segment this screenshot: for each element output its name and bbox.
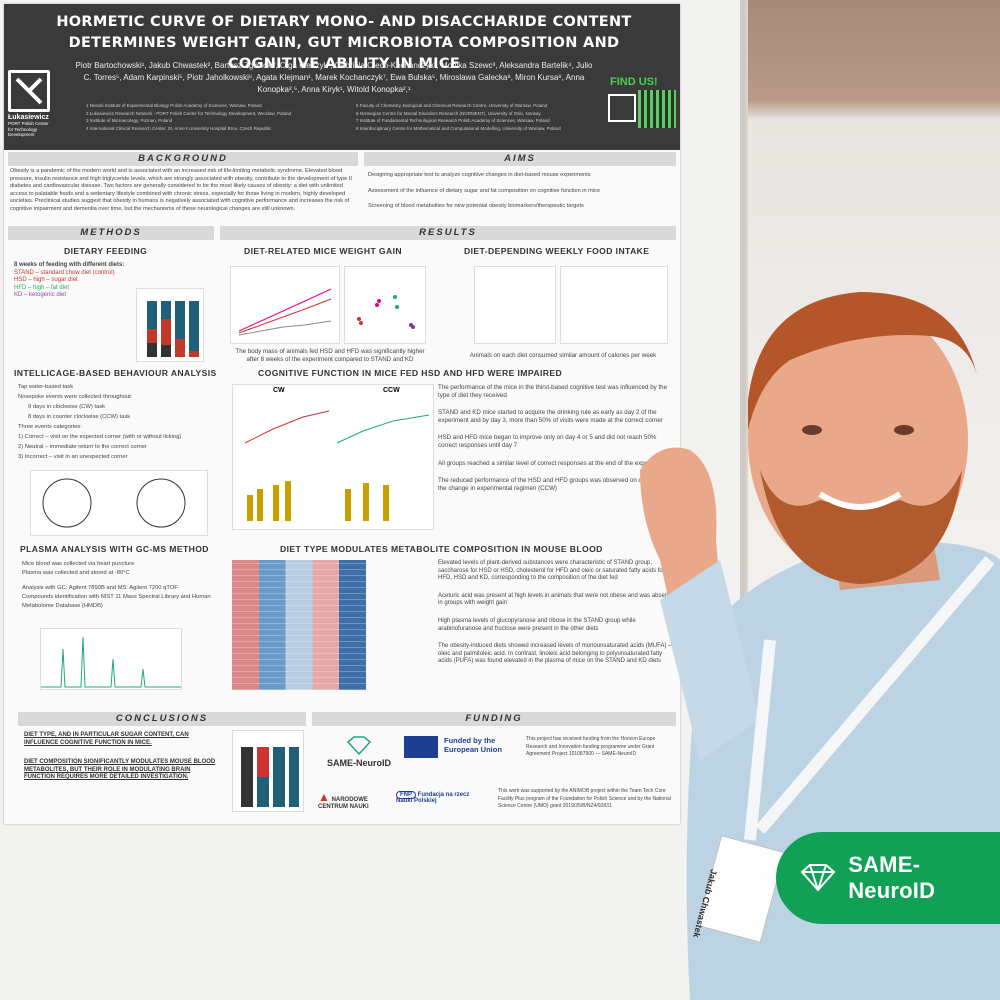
weight-gain-title: DIET-RELATED MICE WEIGHT GAIN [244,246,403,256]
background-header: BACKGROUND [8,152,358,166]
same-neuroid-logo: SAME-NeuroID [320,736,398,768]
poster-title: Hormetic curve of dietary mono- and disa… [56,14,632,72]
poster-board: Hormetic curve of dietary mono- and disa… [0,0,746,1000]
same-neuroid-overlay-badge: SAME-NeuroID [776,832,1000,924]
eu-flag-icon [404,736,438,758]
funding-header: FUNDING [312,712,676,726]
cognitive-title: COGNITIVE FUNCTION IN MICE FED HSD AND H… [258,368,563,378]
fnp-logo: FNP Fundacja na rzecz Nauki Polskiej [396,791,470,804]
eu-funding-text: This project has received funding from t… [526,736,656,758]
metabolite-heatmap [232,560,366,690]
diet-list: 8 weeks of feeding with different diets:… [14,262,125,299]
find-us-label: FIND US! [610,76,658,88]
intellicage-list: Tap water-based task Nosepoke events wer… [18,384,182,460]
weight-line-chart [230,266,340,344]
food-intake-title: DIET-DEPENDING WEEKLY FOOD INTAKE [464,246,650,256]
ncn-mark-icon: ▲ [318,790,330,804]
intake-dot-chart [474,266,556,344]
aims-list: Designing appropriate test to analyze co… [368,172,600,210]
cognitive-points: The performance of the mice in the thirs… [438,384,668,492]
fnp-funding-text: This work was supported by the ANIMOB pr… [498,788,671,810]
chromatogram [40,628,182,690]
metabolite-title: DIET TYPE MODULATES METABOLITE COMPOSITI… [280,544,603,554]
plasma-title: PLASMA ANALYSIS WITH GC-MS METHOD [20,544,209,554]
diamond-logo-icon [800,864,836,892]
cage-diagram [30,470,208,536]
conclusion-bar-chart [232,730,304,812]
affiliations-right: 5 Faculty of Chemistry, Biological and C… [356,103,561,131]
diet-composition-chart [136,288,204,362]
metabolite-points: Elevated levels of plant-derived substan… [438,560,672,665]
lukasiewicz-logo: Łukasiewicz PORT Polish Center for Techn… [8,70,54,140]
small-logo-icon [608,94,636,122]
conclusions-header: CONCLUSIONS [18,712,306,726]
badge-label: SAME-NeuroID [848,852,936,903]
poster-authors: Piotr Bartochowski¹, Jakub Chwastek², Ba… [75,61,593,94]
poster-header: Hormetic curve of dietary mono- and disa… [4,4,680,150]
background-text: Obesity is a pandemic of the modern worl… [10,168,352,212]
aims-header: AIMS [364,152,676,166]
conclusions-list: Diet type, and in particular sugar conte… [24,732,216,781]
intake-line-chart [560,266,668,344]
diet-composition-bars [147,301,199,357]
cognitive-charts: CW CCW [232,384,434,530]
affiliations-left: 1 Nencki Institute of Experimental Biolo… [86,103,292,131]
methods-header: METHODS [8,226,214,240]
diamond-icon [346,736,372,756]
intellicage-title: IntelliCage-based behaviour analysis [14,368,217,378]
lukasiewicz-mark-icon [8,70,50,112]
results-header: RESULTS [220,226,676,240]
weight-caption: The body mass of animals fed HSD and HFD… [235,348,425,363]
scientific-poster: Hormetic curve of dietary mono- and disa… [4,4,680,824]
plasma-list: Mice blood was collected via heart punct… [22,561,211,609]
qr-code-icon [638,90,676,128]
eu-funding-label: Funded by the European Union [444,736,502,754]
ncn-logo: ▲ NARODOWE CENTRUM NAUKI [318,790,369,810]
weight-dot-chart [344,266,426,344]
dietary-feeding-title: DIETARY FEEDING [64,246,148,256]
intake-caption: Animals on each diet consumed similar am… [469,352,657,359]
